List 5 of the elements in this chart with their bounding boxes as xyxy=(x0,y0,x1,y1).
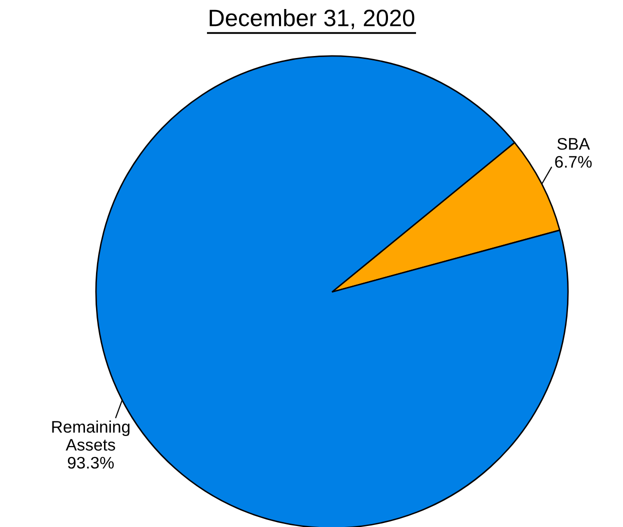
chart-title: December 31, 2020 xyxy=(210,8,414,30)
data-label: 6.7% xyxy=(555,156,592,168)
slice-label: Remaining Assets xyxy=(52,420,130,451)
data-label: 93.3% xyxy=(68,456,114,469)
slice-label: SBA xyxy=(557,138,590,150)
